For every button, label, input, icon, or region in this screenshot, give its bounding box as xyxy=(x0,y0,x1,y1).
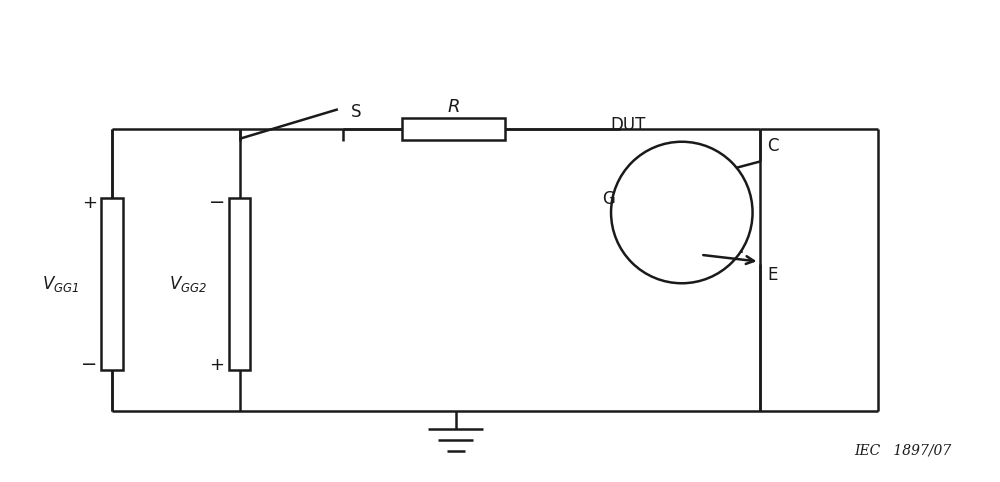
Bar xyxy=(229,198,250,370)
Text: G: G xyxy=(602,189,615,208)
Text: IEC   1897/07: IEC 1897/07 xyxy=(854,443,952,457)
Text: $V_{\mathregular{GG1}}$: $V_{\mathregular{GG1}}$ xyxy=(42,274,79,294)
Bar xyxy=(402,118,505,140)
Text: S: S xyxy=(351,103,361,121)
Text: −: − xyxy=(81,355,97,375)
Text: C: C xyxy=(767,137,779,155)
Text: E: E xyxy=(767,266,778,283)
Text: +: + xyxy=(209,356,224,374)
Text: $R$: $R$ xyxy=(447,98,460,116)
Text: −: − xyxy=(209,193,225,212)
Circle shape xyxy=(611,142,753,283)
Text: +: + xyxy=(82,194,97,212)
Bar xyxy=(101,198,123,370)
Text: DUT: DUT xyxy=(610,116,645,134)
Text: $V_{\mathregular{GG2}}$: $V_{\mathregular{GG2}}$ xyxy=(169,274,208,294)
